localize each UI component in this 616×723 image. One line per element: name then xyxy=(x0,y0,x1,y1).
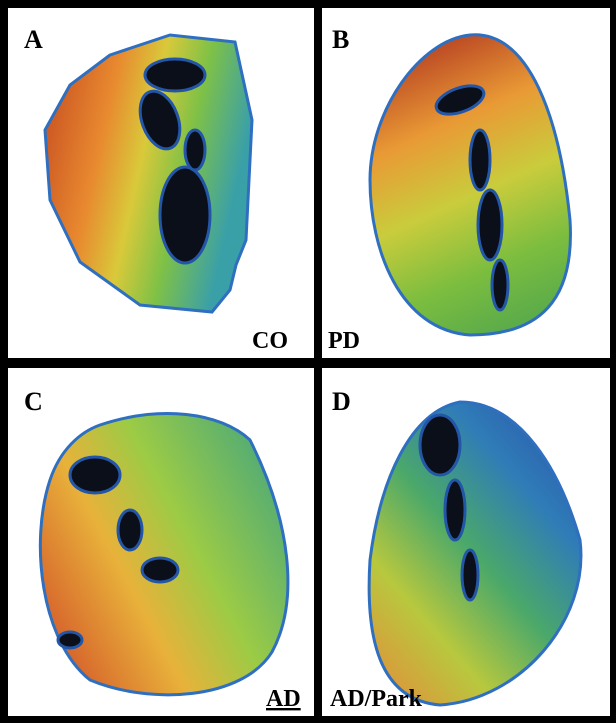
striatum-dark xyxy=(418,413,480,602)
panel-letter: C xyxy=(24,387,43,416)
panel-letter: A xyxy=(24,25,43,54)
striatum-dark xyxy=(138,57,212,265)
panel-letter: D xyxy=(332,387,351,416)
striatum-dark xyxy=(56,455,180,650)
tissue-section xyxy=(368,33,572,337)
panel-letter: B xyxy=(332,25,349,54)
tissue-section xyxy=(38,412,290,697)
condition-label: AD/Park xyxy=(330,686,423,712)
condition-label: CO xyxy=(252,328,288,354)
condition-label: AD xyxy=(266,686,301,712)
striatum-dark xyxy=(434,84,510,312)
condition-label: PD xyxy=(328,328,360,354)
